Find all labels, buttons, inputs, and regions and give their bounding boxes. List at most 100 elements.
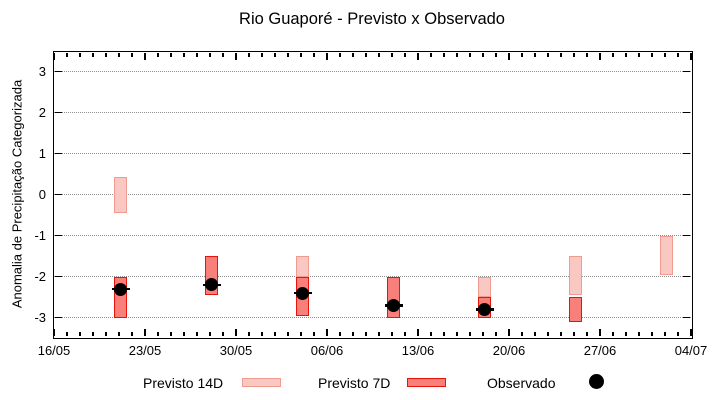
previsto-14d-bar <box>114 177 127 214</box>
x-minor-tick-mark <box>105 53 107 57</box>
x-minor-tick-mark <box>560 53 562 57</box>
y-tick-mark <box>55 275 62 278</box>
x-minor-tick-mark <box>586 53 588 57</box>
observado-dot <box>478 303 491 317</box>
x-minor-tick-mark <box>547 53 549 57</box>
x-minor-tick-mark <box>92 332 94 336</box>
x-minor-tick-mark <box>404 332 406 336</box>
previsto-14d-bar <box>660 235 673 275</box>
x-tick-label: 06/06 <box>310 343 344 358</box>
y-tick-mark <box>55 234 62 237</box>
x-minor-tick-mark <box>547 332 549 336</box>
legend-dot-observado-icon <box>589 374 604 389</box>
x-major-tick-mark <box>53 53 55 60</box>
previsto-14d-bar <box>296 256 309 277</box>
legend-label-previsto-7d: Previsto 7D <box>318 375 391 391</box>
observado-dot <box>114 282 127 296</box>
x-minor-tick-mark <box>430 332 432 336</box>
x-tick-label: 23/05 <box>128 343 162 358</box>
x-tick-label: 27/06 <box>583 343 617 358</box>
x-minor-tick-mark <box>521 332 523 336</box>
x-minor-tick-mark <box>586 332 588 336</box>
x-minor-tick-mark <box>300 53 302 57</box>
legend-label-previsto-14d: Previsto 14D <box>143 375 224 391</box>
x-minor-tick-mark <box>625 332 627 336</box>
x-minor-tick-mark <box>352 53 354 57</box>
x-minor-tick-mark <box>534 332 536 336</box>
x-major-tick-mark <box>235 53 237 60</box>
y-tick-label: 0 <box>38 187 46 203</box>
x-minor-tick-mark <box>495 332 497 336</box>
x-major-tick-mark <box>417 53 419 60</box>
x-major-tick-mark <box>53 329 55 336</box>
x-tick-label: 16/05 <box>37 343 71 358</box>
x-minor-tick-mark <box>222 53 224 57</box>
x-minor-tick-mark <box>638 53 640 57</box>
x-minor-tick-mark <box>66 332 68 336</box>
x-minor-tick-mark <box>404 53 406 57</box>
gridline <box>54 71 691 73</box>
x-major-tick-mark <box>144 329 146 336</box>
observado-dot <box>296 286 309 300</box>
x-minor-tick-mark <box>391 332 393 336</box>
observado-dot <box>387 298 400 312</box>
y-tick-mark <box>683 234 690 237</box>
x-minor-tick-mark <box>196 53 198 57</box>
x-minor-tick-mark <box>638 332 640 336</box>
x-minor-tick-mark <box>651 53 653 57</box>
x-minor-tick-mark <box>573 332 575 336</box>
x-major-tick-mark <box>690 329 692 336</box>
y-tick-mark <box>683 316 690 319</box>
x-minor-tick-mark <box>378 53 380 57</box>
x-minor-tick-mark <box>183 53 185 57</box>
y-tick-label: -1 <box>34 228 46 244</box>
x-minor-tick-mark <box>625 53 627 57</box>
x-minor-tick-mark <box>79 332 81 336</box>
x-minor-tick-mark <box>664 332 666 336</box>
x-minor-tick-mark <box>209 332 211 336</box>
x-tick-label: 20/06 <box>492 343 526 358</box>
x-minor-tick-mark <box>430 53 432 57</box>
gridline <box>54 317 691 319</box>
x-tick-label: 30/05 <box>219 343 253 358</box>
x-minor-tick-mark <box>79 53 81 57</box>
legend-label-observado: Observado <box>487 375 556 391</box>
x-major-tick-mark <box>326 53 328 60</box>
y-tick-mark <box>683 70 690 73</box>
x-minor-tick-mark <box>118 332 120 336</box>
x-major-tick-mark <box>690 53 692 60</box>
x-minor-tick-mark <box>378 332 380 336</box>
y-tick-mark <box>55 152 62 155</box>
y-tick-label: 1 <box>38 146 46 162</box>
x-minor-tick-mark <box>456 332 458 336</box>
x-minor-tick-mark <box>92 53 94 57</box>
x-minor-tick-mark <box>456 53 458 57</box>
x-minor-tick-mark <box>131 332 133 336</box>
x-major-tick-mark <box>599 329 601 336</box>
legend-swatch-previsto-7d-icon <box>407 378 446 387</box>
x-minor-tick-mark <box>482 332 484 336</box>
x-major-tick-mark <box>508 329 510 336</box>
gridline <box>54 153 691 155</box>
x-major-tick-mark <box>599 53 601 60</box>
x-minor-tick-mark <box>469 53 471 57</box>
x-minor-tick-mark <box>313 332 315 336</box>
previsto-14d-bar <box>478 276 491 298</box>
x-minor-tick-mark <box>287 332 289 336</box>
x-minor-tick-mark <box>495 53 497 57</box>
x-minor-tick-mark <box>157 53 159 57</box>
x-minor-tick-mark <box>365 332 367 336</box>
x-minor-tick-mark <box>274 332 276 336</box>
x-minor-tick-mark <box>196 332 198 336</box>
x-minor-tick-mark <box>677 332 679 336</box>
x-minor-tick-mark <box>118 53 120 57</box>
x-minor-tick-mark <box>261 53 263 57</box>
x-minor-tick-mark <box>365 53 367 57</box>
gridline <box>54 194 691 196</box>
x-minor-tick-mark <box>612 53 614 57</box>
x-minor-tick-mark <box>521 53 523 57</box>
y-tick-mark <box>55 316 62 319</box>
y-tick-mark <box>55 193 62 196</box>
x-minor-tick-mark <box>482 53 484 57</box>
x-minor-tick-mark <box>300 332 302 336</box>
